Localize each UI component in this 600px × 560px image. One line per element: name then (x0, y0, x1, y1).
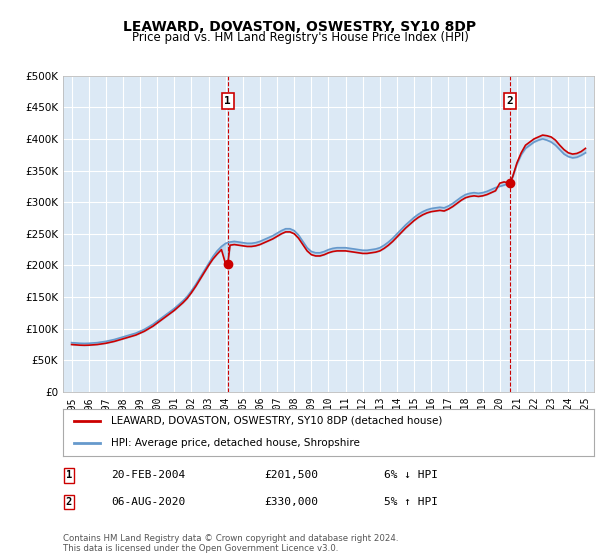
Text: Contains HM Land Registry data © Crown copyright and database right 2024.
This d: Contains HM Land Registry data © Crown c… (63, 534, 398, 553)
Text: 6% ↓ HPI: 6% ↓ HPI (384, 470, 438, 480)
Text: LEAWARD, DOVASTON, OSWESTRY, SY10 8DP (detached house): LEAWARD, DOVASTON, OSWESTRY, SY10 8DP (d… (111, 416, 442, 426)
Text: HPI: Average price, detached house, Shropshire: HPI: Average price, detached house, Shro… (111, 438, 359, 448)
Text: £330,000: £330,000 (264, 497, 318, 507)
Text: 06-AUG-2020: 06-AUG-2020 (111, 497, 185, 507)
Text: 2: 2 (66, 497, 72, 507)
Text: 2: 2 (506, 96, 513, 106)
Text: £201,500: £201,500 (264, 470, 318, 480)
Text: LEAWARD, DOVASTON, OSWESTRY, SY10 8DP: LEAWARD, DOVASTON, OSWESTRY, SY10 8DP (124, 20, 476, 34)
Text: 1: 1 (224, 96, 231, 106)
Text: 1: 1 (66, 470, 72, 480)
Text: 5% ↑ HPI: 5% ↑ HPI (384, 497, 438, 507)
Text: 20-FEB-2004: 20-FEB-2004 (111, 470, 185, 480)
Text: Price paid vs. HM Land Registry's House Price Index (HPI): Price paid vs. HM Land Registry's House … (131, 31, 469, 44)
